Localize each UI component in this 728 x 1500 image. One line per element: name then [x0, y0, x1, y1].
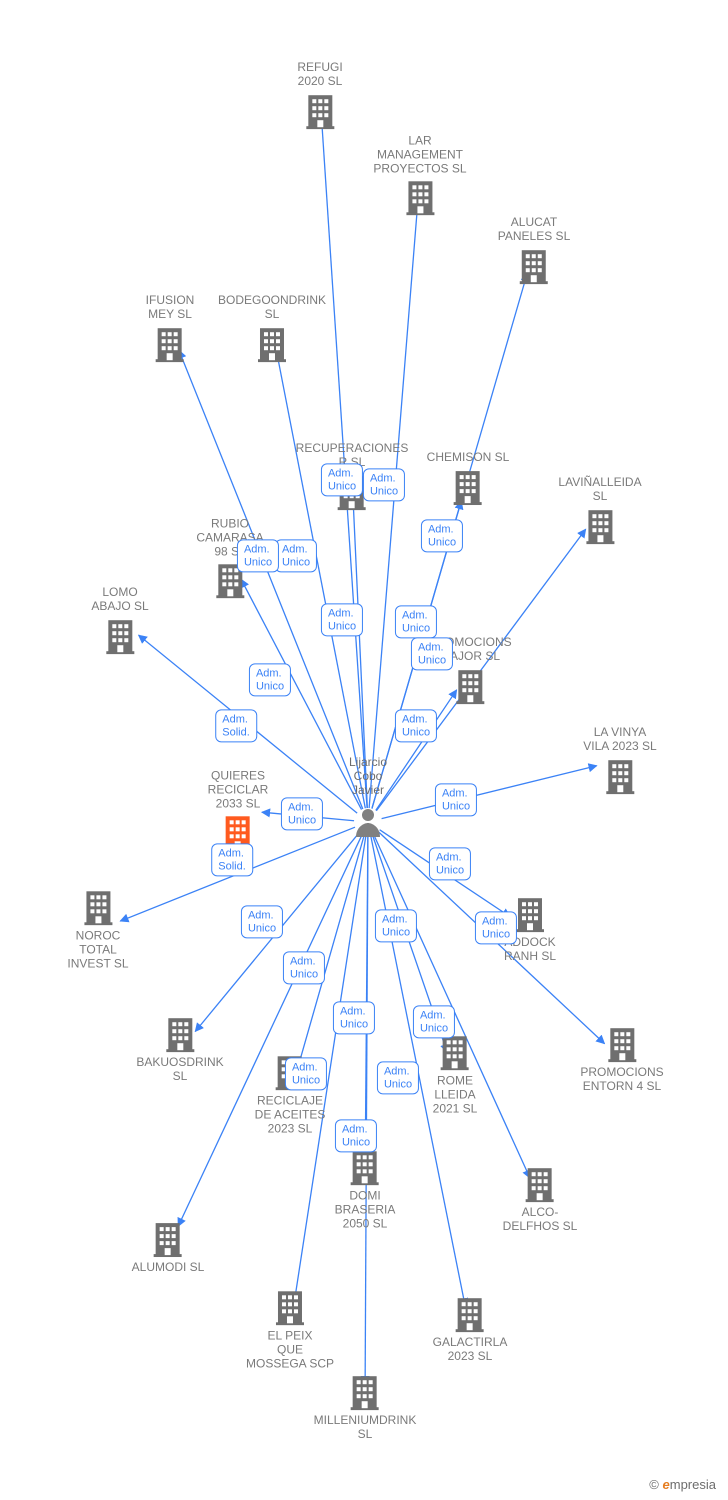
company-node-alumodi[interactable]: ALUMODI SL: [132, 1221, 205, 1275]
building-icon: [428, 668, 511, 704]
company-node-promocions_e[interactable]: PROMOCIONS ENTORN 4 SL: [580, 1026, 663, 1094]
edge-millenium: [365, 836, 368, 1384]
company-node-lomo[interactable]: LOMO ABAJO SL: [91, 586, 148, 654]
building-icon: [503, 1166, 578, 1202]
building-icon: [583, 758, 656, 794]
edge-role-label: Adm. Unico: [285, 1057, 327, 1090]
person-icon: [354, 807, 382, 837]
company-node-noroc[interactable]: NOROC TOTAL INVEST SL: [67, 889, 128, 970]
edge-role-label: Adm. Solid.: [215, 709, 257, 742]
building-icon: [335, 1149, 396, 1185]
company-label: GALACTIRLA 2023 SL: [433, 1336, 508, 1364]
edge-role-label: Adm. Unico: [283, 951, 325, 984]
company-node-elpeix[interactable]: EL PEIX QUE MOSSEGA SCP: [246, 1289, 334, 1370]
company-label: MILLENIUMDRINK SL: [314, 1414, 417, 1442]
building-icon: [498, 248, 570, 284]
company-label: IFUSION MEY SL: [146, 294, 195, 322]
building-icon: [427, 469, 510, 505]
company-node-ifusion[interactable]: IFUSION MEY SL: [146, 294, 195, 362]
company-node-domi[interactable]: DOMI BRASERIA 2050 SL: [335, 1149, 396, 1230]
building-icon: [314, 1374, 417, 1410]
center-person[interactable]: [354, 807, 382, 837]
edge-role-label: Adm. Unico: [377, 1061, 419, 1094]
edge-role-label: Adm. Unico: [429, 847, 471, 880]
edge-role-label: Adm. Unico: [333, 1001, 375, 1034]
edge-role-label: Adm. Unico: [249, 663, 291, 696]
company-label: QUIERES RECICLAR 2033 SL: [208, 769, 269, 810]
company-label: LOMO ABAJO SL: [91, 586, 148, 614]
edge-role-label: Adm. Unico: [411, 637, 453, 670]
edge-lavinya: [382, 766, 597, 819]
company-node-refugi[interactable]: REFUGI 2020 SL: [297, 61, 342, 129]
company-label: ALUCAT PANELES SL: [498, 216, 570, 244]
building-icon: [373, 180, 466, 216]
center-person-label: Lijarcio Cobo Javier: [349, 756, 387, 797]
company-label: EL PEIX QUE MOSSEGA SCP: [246, 1329, 334, 1370]
building-icon: [246, 1289, 334, 1325]
company-label: LA VINYA VILA 2023 SL: [583, 726, 656, 754]
building-icon: [433, 1034, 478, 1070]
building-icon: [136, 1016, 223, 1052]
edge-role-label: Adm. Unico: [421, 519, 463, 552]
company-label: DOMI BRASERIA 2050 SL: [335, 1189, 396, 1230]
company-node-chemison[interactable]: CHEMISON SL: [427, 451, 510, 505]
company-node-lar[interactable]: LAR MANAGEMENT PROYECTOS SL: [373, 134, 466, 215]
edge-role-label: Adm. Unico: [395, 709, 437, 742]
edge-role-label: Adm. Unico: [275, 539, 317, 572]
company-label: NOROC TOTAL INVEST SL: [67, 929, 128, 970]
company-node-rome[interactable]: ROME LLEIDA 2021 SL: [433, 1034, 478, 1115]
footer-copyright: © empresia: [649, 1477, 716, 1492]
edge-role-label: Adm. Unico: [435, 783, 477, 816]
company-label: ROME LLEIDA 2021 SL: [433, 1074, 478, 1115]
company-node-millenium[interactable]: MILLENIUMDRINK SL: [314, 1374, 417, 1442]
brand-first-letter: e: [663, 1477, 670, 1492]
edge-role-label: Adm. Unico: [475, 911, 517, 944]
company-label: PROMOCIONS ENTORN 4 SL: [580, 1066, 663, 1094]
edge-role-label: Adm. Unico: [321, 463, 363, 496]
company-node-lavinalleida[interactable]: LAVIÑALLEIDA SL: [558, 476, 641, 544]
company-label: ALCO- DELFHOS SL: [503, 1206, 578, 1234]
building-icon: [433, 1296, 508, 1332]
company-node-bodegoon[interactable]: BODEGOONDRINK SL: [218, 294, 326, 362]
brand-rest: mpresia: [670, 1477, 716, 1492]
company-node-alco[interactable]: ALCO- DELFHOS SL: [503, 1166, 578, 1234]
company-node-quieres[interactable]: QUIERES RECICLAR 2033 SL: [208, 769, 269, 850]
company-label: LAVIÑALLEIDA SL: [558, 476, 641, 504]
company-label: LAR MANAGEMENT PROYECTOS SL: [373, 134, 466, 175]
company-node-alucat[interactable]: ALUCAT PANELES SL: [498, 216, 570, 284]
company-label: ALUMODI SL: [132, 1261, 205, 1275]
building-icon: [297, 93, 342, 129]
building-icon: [558, 508, 641, 544]
company-node-bakuos[interactable]: BAKUOSDRINK SL: [136, 1016, 223, 1084]
edge-role-label: Adm. Unico: [281, 797, 323, 830]
company-label: CHEMISON SL: [427, 451, 510, 465]
company-label: RECICLAJE DE ACEITES 2023 SL: [255, 1094, 326, 1135]
edge-role-label: Adm. Unico: [363, 468, 405, 501]
building-icon: [580, 1026, 663, 1062]
company-label: BODEGOONDRINK SL: [218, 294, 326, 322]
company-label: REFUGI 2020 SL: [297, 61, 342, 89]
building-icon: [218, 326, 326, 362]
edge-bodegoon: [277, 352, 366, 809]
building-icon: [146, 326, 195, 362]
building-icon: [67, 889, 128, 925]
edge-role-label: Adm. Unico: [375, 909, 417, 942]
edge-role-label: Adm. Unico: [241, 905, 283, 938]
edge-role-label: Adm. Unico: [413, 1005, 455, 1038]
edge-role-label: Adm. Solid.: [211, 843, 253, 876]
company-label: BAKUOSDRINK SL: [136, 1056, 223, 1084]
building-icon: [91, 618, 148, 654]
building-icon: [132, 1221, 205, 1257]
edge-role-label: Adm. Unico: [321, 603, 363, 636]
edge-role-label: Adm. Unico: [395, 605, 437, 638]
company-node-galactirla[interactable]: GALACTIRLA 2023 SL: [433, 1296, 508, 1364]
copyright-symbol: ©: [649, 1477, 659, 1492]
edge-role-label: Adm. Unico: [237, 539, 279, 572]
edge-role-label: Adm. Unico: [335, 1119, 377, 1152]
company-node-lavinya[interactable]: LA VINYA VILA 2023 SL: [583, 726, 656, 794]
